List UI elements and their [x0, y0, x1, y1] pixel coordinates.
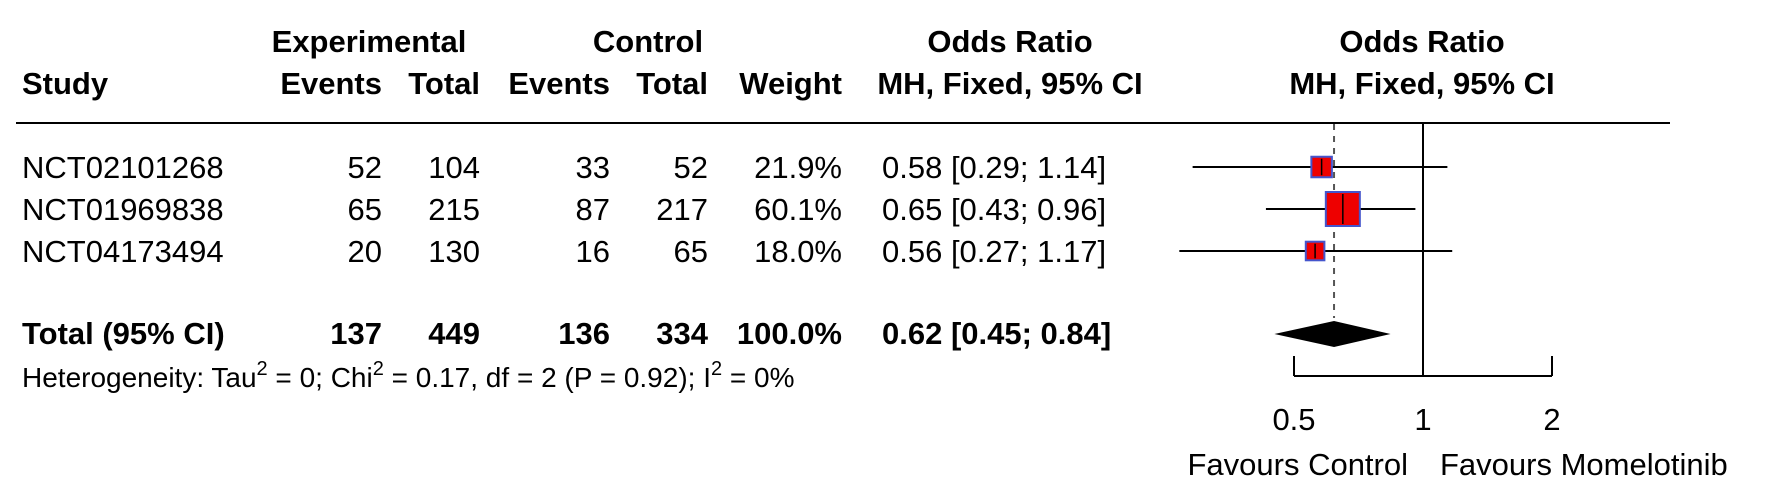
exp-total: 215: [428, 192, 480, 227]
control-header: Control: [592, 24, 704, 59]
ctl-total: 217: [656, 192, 708, 227]
plot-header-sub: MH, Fixed, 95% CI: [1289, 66, 1555, 101]
or-header-sub: MH, Fixed, 95% CI: [877, 66, 1143, 101]
ctl-events: 16: [575, 234, 610, 269]
het-suffix: = 0%: [722, 362, 795, 393]
ctl-events: 87: [575, 192, 610, 227]
favours-control-label: Favours Control: [1187, 447, 1408, 482]
exp-total: 130: [428, 234, 480, 269]
exp-total-header: Total: [408, 66, 480, 101]
x-tick-label: 0.5: [1272, 402, 1315, 437]
or-ci: 0.56 [0.27; 1.17]: [882, 234, 1107, 269]
het-sup-2: 2: [372, 358, 384, 380]
study-name: NCT01969838: [22, 192, 224, 227]
ctl-total-header: Total: [636, 66, 708, 101]
exp-events-header: Events: [280, 66, 382, 101]
x-tick-label: 1: [1414, 402, 1431, 437]
exp-events: 20: [347, 234, 382, 269]
study-name: NCT02101268: [22, 150, 224, 185]
heterogeneity-text: Heterogeneity: Tau2 = 0; Chi2 = 0.17, df…: [22, 358, 795, 396]
favours-momelotinib-label: Favours Momelotinib: [1440, 447, 1728, 482]
x-tick-label: 2: [1543, 402, 1560, 437]
or-ci: 0.58 [0.29; 1.14]: [882, 150, 1107, 185]
experimental-header: Experimental: [271, 24, 467, 59]
total-exp-total: 449: [428, 316, 480, 351]
study-name: NCT04173494: [22, 234, 224, 269]
het-mid-1: = 0; Chi: [267, 362, 373, 393]
or-ci: 0.65 [0.43; 0.96]: [882, 192, 1107, 227]
ctl-events: 33: [575, 150, 610, 185]
total-label: Total (95% CI): [22, 316, 225, 351]
total-weight: 100.0%: [736, 316, 842, 351]
header-divider: [16, 122, 1670, 124]
or-header-title: Odds Ratio: [927, 24, 1093, 59]
total-ctl-events: 136: [558, 316, 610, 351]
total-exp-events: 137: [330, 316, 382, 351]
weight-header: Weight: [739, 66, 842, 101]
plot-header-title: Odds Ratio: [1339, 24, 1505, 59]
ctl-total: 52: [673, 150, 708, 185]
weight: 21.9%: [754, 150, 842, 185]
pooled-diamond: [1274, 321, 1391, 347]
ctl-total: 65: [673, 234, 708, 269]
het-prefix: Heterogeneity: Tau: [22, 362, 257, 393]
total-ctl-total: 334: [656, 316, 708, 351]
exp-events: 65: [347, 192, 382, 227]
het-mid-2: = 0.17, df = 2 (P = 0.92); I: [383, 362, 711, 393]
weight: 18.0%: [754, 234, 842, 269]
exp-total: 104: [428, 150, 480, 185]
ctl-events-header: Events: [508, 66, 610, 101]
total-or-ci: 0.62 [0.45; 0.84]: [882, 316, 1112, 351]
weight: 60.1%: [754, 192, 842, 227]
study-header: Study: [22, 66, 109, 101]
het-sup-3: 2: [710, 358, 723, 380]
het-sup-1: 2: [256, 358, 268, 380]
exp-events: 52: [347, 150, 382, 185]
